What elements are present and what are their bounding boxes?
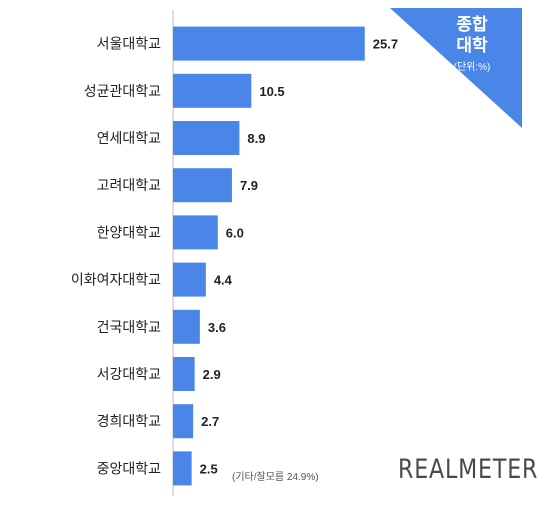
badge-unit-label: (단위:%)	[453, 62, 491, 73]
bar	[173, 26, 365, 61]
category-label: 성균관대학교	[84, 84, 161, 100]
badge-title: 종합 대학	[422, 14, 522, 56]
bar	[173, 168, 232, 203]
bar	[173, 121, 240, 155]
bar	[173, 73, 252, 108]
data-label: 2.9	[203, 367, 221, 382]
corner-badge	[390, 8, 522, 128]
category-label: 연세대학교	[97, 131, 162, 147]
data-label: 25.7	[373, 37, 398, 52]
category-label: 서울대학교	[97, 37, 162, 53]
badge-title-line1: 종합	[456, 15, 488, 34]
category-label: 경희대학교	[97, 414, 162, 430]
category-label: 이화여자대학교	[71, 273, 161, 289]
data-label: 2.7	[201, 414, 219, 429]
badge-title-line2: 대학	[456, 36, 488, 55]
data-label: 6.0	[226, 225, 244, 240]
category-label: 건국대학교	[97, 320, 162, 336]
bar	[173, 451, 192, 486]
data-label: 8.9	[247, 131, 265, 146]
category-label: 고려대학교	[97, 178, 162, 194]
data-label: 3.6	[208, 320, 226, 335]
bar	[173, 357, 195, 391]
data-label: 10.5	[259, 84, 284, 99]
bar	[173, 262, 206, 297]
footnote: (기타/잘모름 24.9%)	[232, 472, 319, 483]
brand-logo: REALMETER	[398, 454, 539, 485]
data-label: 7.9	[240, 178, 258, 193]
bar	[173, 215, 218, 250]
category-label: 한양대학교	[97, 225, 162, 241]
bar	[173, 404, 194, 439]
data-label: 4.4	[214, 273, 233, 288]
category-label: 서강대학교	[97, 367, 162, 383]
category-label: 중앙대학교	[97, 461, 162, 477]
data-label: 2.5	[200, 461, 218, 476]
bar	[173, 309, 200, 344]
